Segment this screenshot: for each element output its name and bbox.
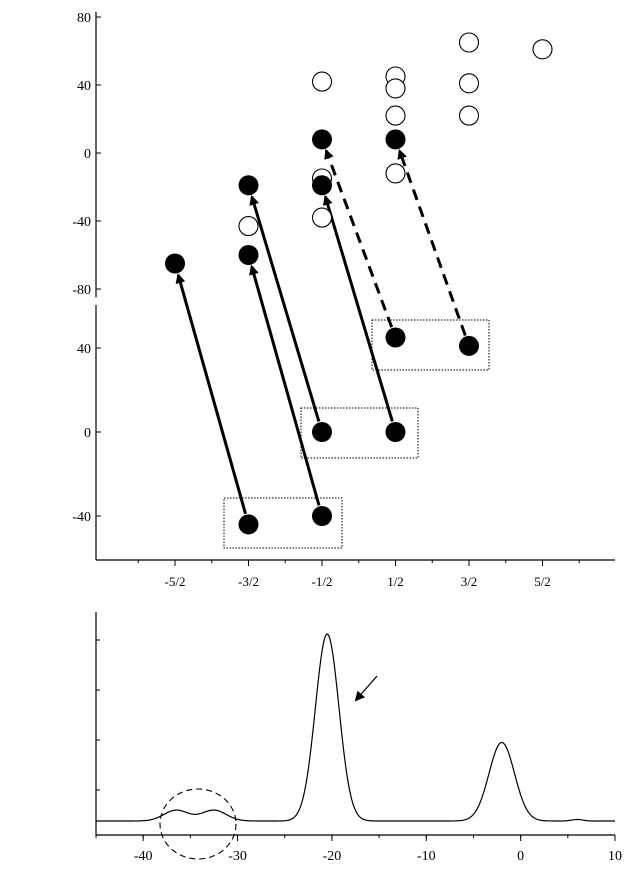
open-level-point — [458, 32, 480, 53]
ground-level-point — [385, 327, 406, 348]
panel-a: 80 40 0 -40 -80 40 0 -40 -5/2 -3/2 -1/2 1/2 3/2 5/2 — [72, 11, 615, 589]
absorption-spectrum — [96, 633, 615, 822]
excited-level-point — [312, 175, 332, 196]
group-box-s-m — [300, 407, 419, 459]
group-boxes — [223, 319, 490, 549]
open-level-point — [238, 216, 259, 237]
open-level-point — [532, 39, 553, 60]
ground-level-point — [238, 514, 259, 535]
open-level-point — [385, 105, 406, 126]
x-tick-label-b: -30 — [228, 849, 247, 864]
x-tick-label-a: 5/2 — [534, 574, 551, 589]
level-points — [165, 32, 553, 535]
transition-arrow — [249, 264, 321, 506]
probe-circle — [159, 788, 237, 860]
excited-level-point — [385, 129, 406, 150]
x-tick-label-b: -40 — [134, 849, 153, 864]
x-tick-label-a: 3/2 — [461, 574, 478, 589]
open-level-point — [311, 71, 333, 92]
transition-arrow — [175, 273, 247, 515]
upper-y-tick-label: 80 — [77, 11, 91, 26]
open-level-point — [458, 73, 480, 94]
transition-arrow-dashed — [324, 148, 394, 328]
upper-y-tick-label: -40 — [72, 215, 91, 230]
lower-y-tick-label: 40 — [77, 342, 91, 357]
lower-y-axis: 40 0 -40 — [72, 305, 101, 560]
x-axis-a: -5/2 -3/2 -1/2 1/2 3/2 5/2 — [96, 559, 615, 589]
x-tick-label-b: -10 — [417, 849, 436, 864]
excited-level-point — [238, 245, 259, 265]
ground-level-point — [459, 335, 479, 356]
pump-arrow — [354, 675, 378, 702]
open-level-point — [458, 105, 480, 126]
group-box-s-h — [371, 319, 490, 371]
ground-level-point — [312, 506, 332, 526]
axes-b: -40 -30 -20 -10 0 10 — [95, 612, 622, 864]
transition-arrow — [322, 194, 394, 422]
x-tick-label-b: 10 — [608, 849, 622, 864]
lower-y-tick-label: 0 — [84, 426, 91, 441]
upper-y-tick-label: 40 — [77, 79, 91, 94]
excited-level-point — [165, 253, 185, 274]
open-level-point — [385, 78, 406, 99]
excited-level-point — [312, 129, 332, 150]
open-level-point — [385, 163, 406, 184]
transition-arrows — [175, 148, 467, 515]
open-level-point — [311, 207, 333, 228]
ground-level-point — [385, 422, 406, 442]
transition-arrow-dashed — [397, 148, 467, 337]
x-tick-label-b: -20 — [323, 849, 342, 864]
x-tick-label-a: -5/2 — [165, 574, 186, 589]
x-tick-label-a: 1/2 — [387, 574, 404, 589]
upper-y-axis: 80 40 0 -40 -80 — [72, 11, 101, 298]
upper-y-tick-label: 0 — [84, 147, 91, 162]
upper-y-tick-label: -80 — [72, 283, 91, 298]
panel-b: -40 -30 -20 -10 0 10 — [95, 612, 622, 864]
ground-level-point — [312, 422, 332, 442]
x-tick-label-b: 0 — [517, 849, 524, 864]
excited-level-point — [238, 175, 259, 196]
x-tick-label-a: -3/2 — [238, 574, 259, 589]
transition-arrow — [249, 194, 321, 422]
lower-y-tick-label: -40 — [72, 510, 91, 525]
x-tick-label-a: -1/2 — [312, 574, 333, 589]
